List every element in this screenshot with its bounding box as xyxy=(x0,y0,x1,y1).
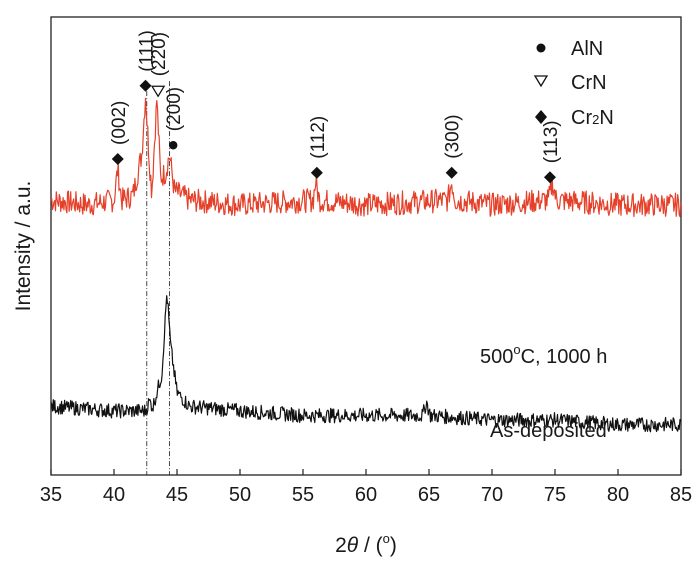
x-axis-label-middle: / ( xyxy=(358,534,383,557)
series-label-annealed: 500oC, 1000 h xyxy=(480,342,607,368)
peak-marker-diamond xyxy=(310,166,323,179)
peak-label: (112) xyxy=(308,116,329,159)
legend: AlN CrN Cr2N xyxy=(533,38,614,129)
peak-label: (113) xyxy=(541,120,562,163)
x-tick-label: 80 xyxy=(607,484,629,506)
x-axis-label-unit: o xyxy=(383,531,390,546)
legend-cr2n-label-tail: N xyxy=(599,107,613,129)
peak-marker-triangle xyxy=(150,85,166,98)
x-axis-label-theta: θ xyxy=(347,534,359,557)
peak-marker-diamond xyxy=(445,166,458,179)
x-tick-label: 55 xyxy=(292,484,314,506)
peak-annotations: (002) (111)(220) (200) (112) (300) (113) xyxy=(109,30,562,184)
peak-label: (220) xyxy=(149,32,170,76)
peak-marker-diamond xyxy=(111,152,124,165)
series-label-annealed-main: 500 xyxy=(480,346,513,368)
series-label-annealed-sup: o xyxy=(513,342,520,357)
legend-crn-label: CrN xyxy=(571,72,607,94)
peak-marker-circle xyxy=(169,141,178,150)
legend-aln-marker xyxy=(536,43,546,53)
x-tick-label: 35 xyxy=(40,484,62,506)
x-axis-label: 2θ / (o) xyxy=(335,531,397,557)
series-label-as-deposited: As-deposited xyxy=(490,420,607,442)
x-axis-label-close: ) xyxy=(390,534,397,557)
legend-cr2n-label-sub: 2 xyxy=(592,112,599,127)
legend-cr2n-label-main: Cr xyxy=(571,107,592,129)
x-axis-label-prefix: 2 xyxy=(335,534,347,557)
y-axis-label: Intensity / a.u. xyxy=(12,181,35,312)
x-tick-label: 70 xyxy=(481,484,503,506)
peak-label: (300) xyxy=(443,114,464,158)
x-tick-label: 50 xyxy=(229,484,251,506)
series-label-annealed-rest: C, 1000 h xyxy=(521,346,608,368)
peak-label: (002) xyxy=(109,101,130,145)
x-tick-label: 85 xyxy=(670,484,692,506)
peak-label: (200) xyxy=(164,87,185,131)
series-layer xyxy=(50,97,682,433)
series-line-as-deposited xyxy=(50,295,682,433)
peak-label: (111) xyxy=(137,30,158,72)
x-tick-label: 40 xyxy=(103,484,125,506)
x-tick-label: 75 xyxy=(544,484,566,506)
x-tick-label: 65 xyxy=(418,484,440,506)
x-tick-label: 45 xyxy=(166,484,188,506)
x-tick-label: 60 xyxy=(355,484,377,506)
peak-marker-diamond xyxy=(543,171,556,184)
x-ticks: 35 40 45 50 55 60 65 70 75 80 85 xyxy=(40,469,692,506)
reference-lines xyxy=(146,81,170,475)
legend-crn-marker xyxy=(533,75,549,88)
series-line-annealed xyxy=(50,97,682,218)
peak-marker-diamond xyxy=(139,79,152,92)
legend-cr2n-marker xyxy=(535,110,547,124)
legend-cr2n-label: Cr2N xyxy=(571,107,614,129)
legend-aln-label: AlN xyxy=(571,38,603,60)
